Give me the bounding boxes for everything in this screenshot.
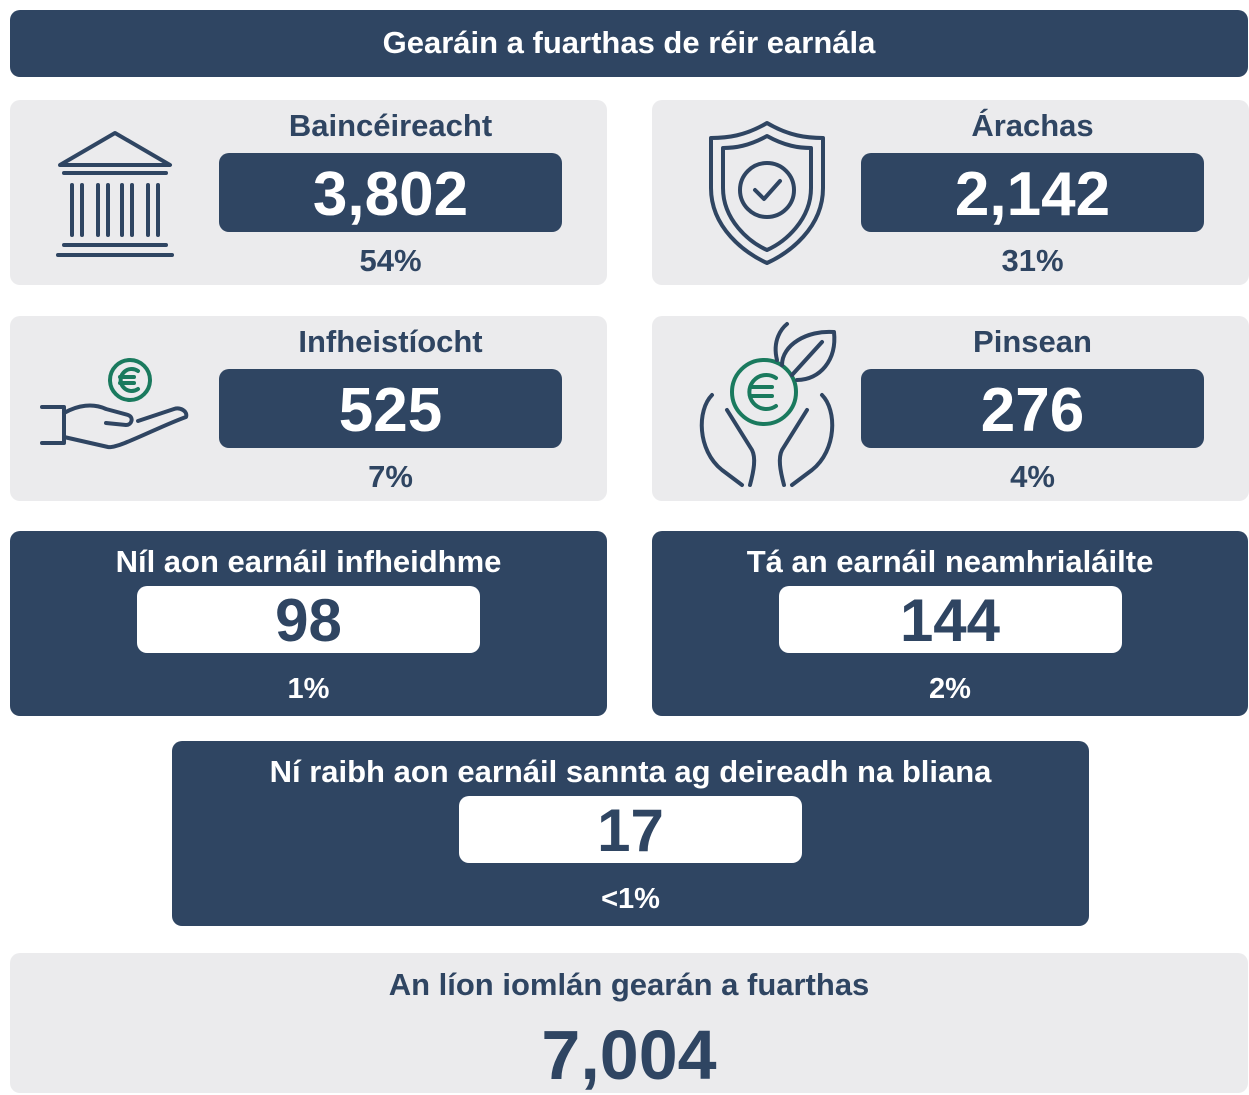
hands-coin-leaf-icon [699,322,837,487]
other-name: Níl aon earnáil infheidhme [115,544,502,579]
shield-icon [709,121,825,265]
other-percent: 1% [287,673,330,705]
other-count: 17 [597,797,664,864]
other-card: Tá an earnáil neamhrialáilte 144 2% [652,531,1248,716]
sector-name: Pinsean [973,324,1092,359]
page-title: Gearáin a fuarthas de réir earnála [382,25,876,60]
sector-percent: 54% [359,243,422,278]
other-count: 98 [275,587,342,654]
sector-percent: 7% [368,459,413,494]
other-count: 144 [899,587,1001,654]
sector-name: Árachas [971,108,1094,143]
sector-name: Baincéireacht [288,108,493,143]
count-box: 17 [459,796,802,864]
other-percent: <1% [601,883,660,915]
sector-card: Árachas 2,142 31% [652,100,1249,285]
count-box: 2,142 [861,153,1204,232]
title-bar: Gearáin a fuarthas de réir earnála [10,10,1248,77]
other-card: Ní raibh aon earnáil sannta ag deireadh … [172,741,1089,926]
count-box: 525 [219,369,562,448]
sector-count: 3,802 [312,160,469,229]
hand-coin-icon [40,358,189,450]
sector-count: 525 [338,376,443,445]
other-name: Tá an earnáil neamhrialáilte [746,544,1154,579]
other-percent: 2% [929,673,971,705]
sector-percent: 31% [1001,243,1064,278]
sector-percent: 4% [1010,459,1055,494]
sector-count: 276 [980,376,1085,445]
total-card: An líon iomlán gearán a fuarthas 7,004 [10,953,1248,1094]
total-count: 7,004 [541,1016,717,1094]
sector-name: Infheistíocht [298,324,483,359]
other-card: Níl aon earnáil infheidhme 98 1% [10,531,607,716]
other-name: Ní raibh aon earnáil sannta ag deireadh … [269,754,992,789]
count-box: 3,802 [219,153,562,232]
count-box: 98 [137,586,480,654]
count-box: 276 [861,369,1204,448]
sector-count: 2,142 [954,160,1111,229]
bank-icon [56,131,174,257]
count-box: 144 [778,586,1122,654]
total-label: An líon iomlán gearán a fuarthas [388,967,870,1002]
